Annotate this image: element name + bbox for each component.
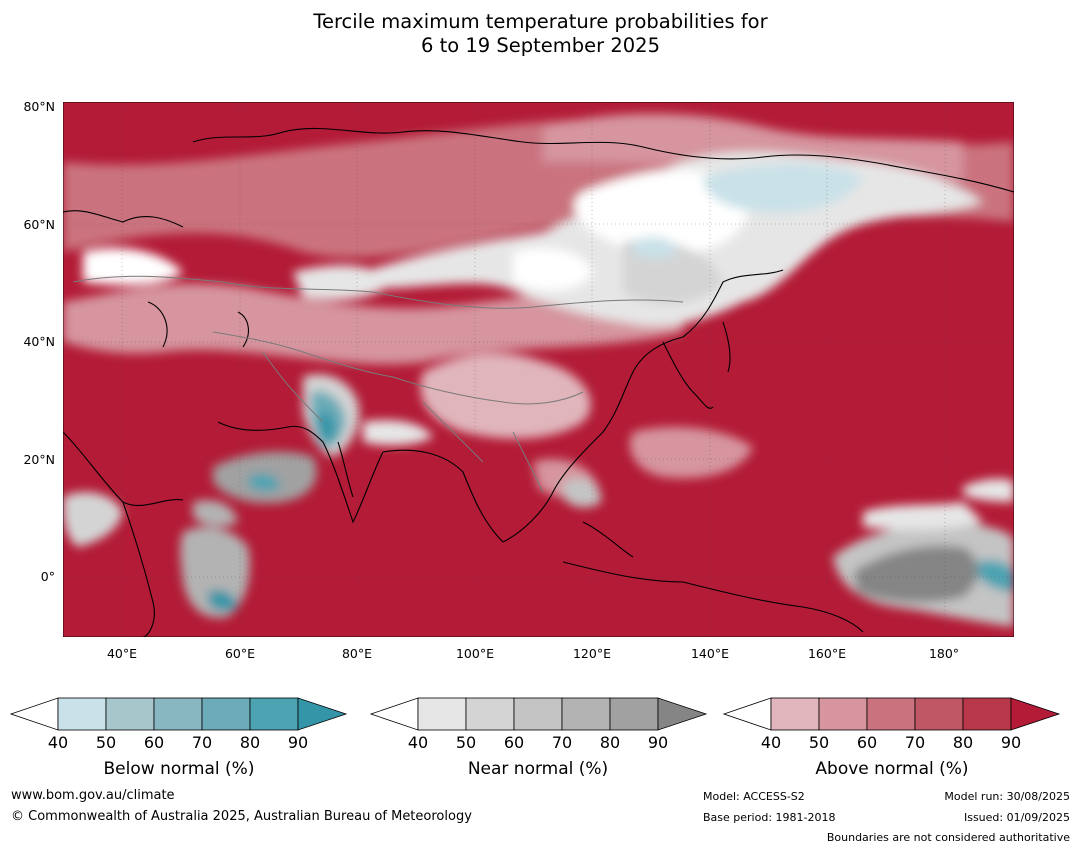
- map-title: Tercile maximum temperature probabilitie…: [0, 10, 1081, 58]
- lat-label-20n: 20°N: [23, 452, 55, 467]
- colorbar-segment: [465, 697, 515, 731]
- below-tick: 60: [143, 733, 165, 752]
- colorbar-segment: [609, 697, 659, 731]
- colorbar-segment: [561, 697, 611, 731]
- colorbar-segment: [249, 697, 299, 731]
- title-line-1: Tercile maximum temperature probabilitie…: [313, 10, 768, 33]
- boundaries: [72, 275, 684, 493]
- colorbar-segment: [417, 697, 467, 731]
- near-tick: 90: [647, 733, 669, 752]
- colorbar-extend-high: [657, 697, 708, 731]
- above-tick: 90: [1000, 733, 1022, 752]
- colorbar-segment: [57, 697, 107, 731]
- colorbar-segment: [914, 697, 964, 731]
- above-normal-label: Above normal (%): [815, 759, 969, 779]
- near-tick: 70: [551, 733, 573, 752]
- issued-text: Issued: 01/09/2025: [963, 811, 1070, 824]
- above-normal-colorbar: [723, 697, 1061, 731]
- colorbar-segment: [105, 697, 155, 731]
- colorbar-extend-low: [723, 697, 772, 731]
- lat-label-60n: 60°N: [23, 217, 55, 232]
- colorbar-extend-low: [370, 697, 419, 731]
- lat-label-0: 0°: [40, 569, 55, 584]
- colorbar-segment: [770, 697, 820, 731]
- map-canvas: [63, 102, 1014, 637]
- below-tick: 40: [47, 733, 69, 752]
- lon-label-100e: 100°E: [455, 646, 494, 661]
- above-tick: 60: [856, 733, 878, 752]
- website-link[interactable]: www.bom.gov.au/climate: [11, 788, 175, 803]
- near-tick: 50: [455, 733, 477, 752]
- coastlines: [63, 127, 1014, 637]
- above-tick: 50: [808, 733, 830, 752]
- near-tick: 60: [503, 733, 525, 752]
- above-tick: 40: [760, 733, 782, 752]
- colorbar-segment: [201, 697, 251, 731]
- below-tick: 50: [95, 733, 117, 752]
- base-period-text: Base period: 1981-2018: [703, 811, 836, 824]
- lat-label-40n: 40°N: [23, 334, 55, 349]
- colorbar-extend-high: [1010, 697, 1061, 731]
- copyright-text: © Commonwealth of Australia 2025, Austra…: [11, 809, 472, 824]
- colorbar-segment: [513, 697, 563, 731]
- probability-map: [63, 102, 1014, 637]
- lon-label-160e: 160°E: [807, 646, 846, 661]
- colorbar-segment: [153, 697, 203, 731]
- model-text: Model: ACCESS-S2: [703, 790, 805, 803]
- lat-label-80n: 80°N: [23, 99, 55, 114]
- graticule: [63, 102, 1014, 637]
- colorbar-segment: [818, 697, 868, 731]
- colorbar-segment: [866, 697, 916, 731]
- lon-label-40e: 40°E: [106, 646, 138, 661]
- disclaimer-text: Boundaries are not considered authoritat…: [826, 831, 1070, 844]
- near-normal-label: Near normal (%): [467, 759, 609, 779]
- below-tick: 90: [287, 733, 309, 752]
- below-normal-colorbar: [10, 697, 348, 731]
- model-run-text: Model run: 30/08/2025: [944, 790, 1070, 803]
- below-normal-label: Below normal (%): [103, 759, 255, 779]
- lon-label-180: 180°: [928, 646, 960, 661]
- probability-shading: [63, 113, 1014, 627]
- colorbar-extend-high: [297, 697, 348, 731]
- colorbar-segment: [962, 697, 1012, 731]
- below-tick: 70: [191, 733, 213, 752]
- near-normal-colorbar: [370, 697, 708, 731]
- near-tick: 80: [599, 733, 621, 752]
- above-tick: 70: [904, 733, 926, 752]
- lon-label-60e: 60°E: [224, 646, 256, 661]
- title-line-2: 6 to 19 September 2025: [421, 34, 660, 57]
- above-tick: 80: [952, 733, 974, 752]
- colorbar-extend-low: [10, 697, 59, 731]
- lon-label-80e: 80°E: [341, 646, 373, 661]
- near-tick: 40: [407, 733, 429, 752]
- lon-label-120e: 120°E: [572, 646, 611, 661]
- below-tick: 80: [239, 733, 261, 752]
- lon-label-140e: 140°E: [690, 646, 729, 661]
